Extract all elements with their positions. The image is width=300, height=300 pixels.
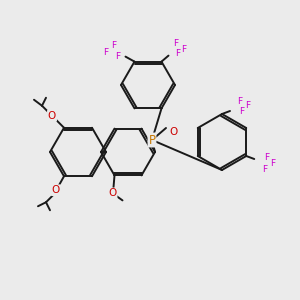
Text: F: F xyxy=(111,41,116,50)
Text: F: F xyxy=(262,164,267,173)
Text: O: O xyxy=(108,188,117,198)
Text: O: O xyxy=(48,111,56,121)
Text: F: F xyxy=(245,101,250,110)
Text: F: F xyxy=(270,160,275,169)
Text: F: F xyxy=(173,39,178,48)
Text: P: P xyxy=(148,134,155,146)
Text: F: F xyxy=(181,45,186,54)
Text: F: F xyxy=(115,52,120,61)
Text: F: F xyxy=(175,49,180,58)
Text: O: O xyxy=(52,185,60,195)
Text: F: F xyxy=(103,48,108,57)
Text: F: F xyxy=(237,97,243,106)
Text: O: O xyxy=(170,127,178,137)
Text: F: F xyxy=(239,107,244,116)
Text: F: F xyxy=(264,154,269,163)
